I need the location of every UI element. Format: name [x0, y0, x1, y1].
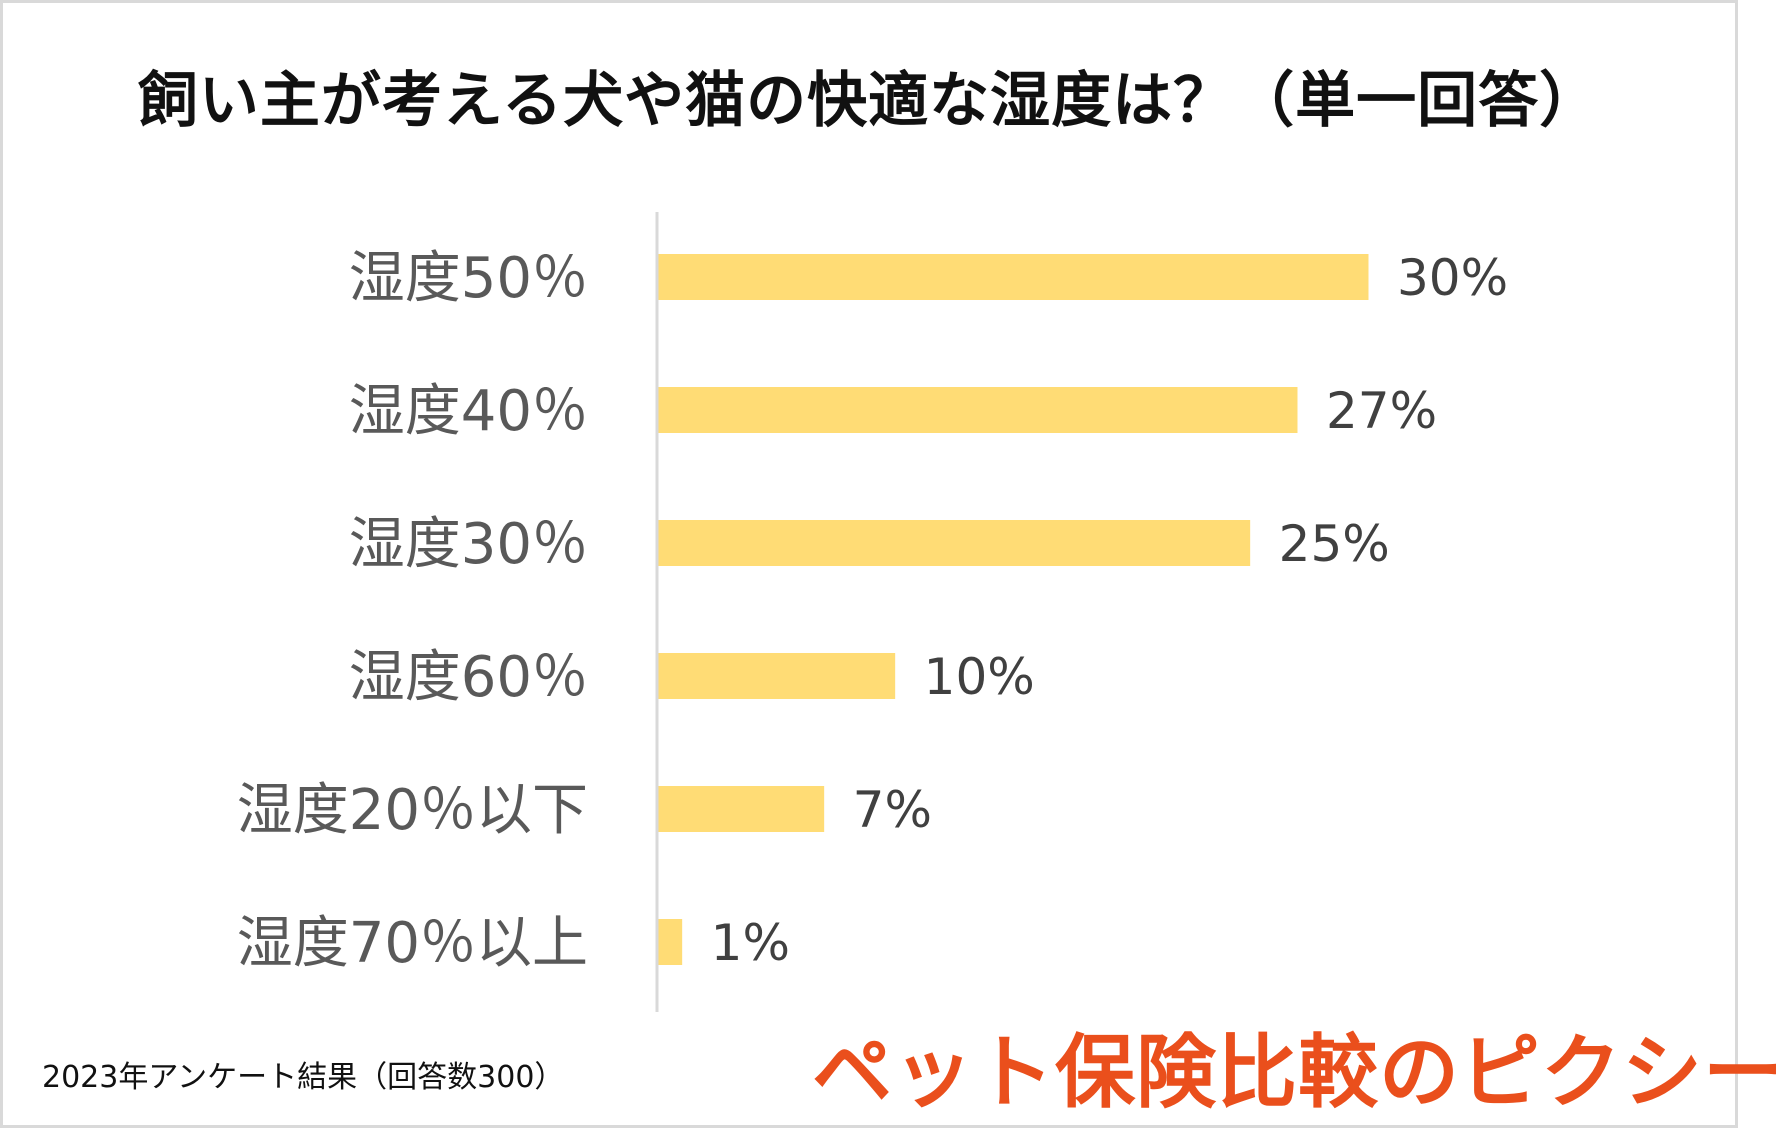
- brand-logo: ペット保険比較のピクシー: [812, 1026, 1784, 1119]
- value-label: 1%: [711, 914, 790, 972]
- bar: [658, 919, 683, 965]
- value-label: 10%: [924, 648, 1035, 706]
- chart-title: 飼い主が考える犬や猫の快適な湿度は？（単一回答）: [137, 66, 1601, 136]
- bar: [658, 520, 1251, 566]
- category-label: 湿度40％: [349, 379, 588, 444]
- bar: [658, 653, 896, 699]
- bar: [658, 786, 825, 832]
- value-label: 27%: [1326, 382, 1437, 440]
- value-label: 30%: [1397, 249, 1508, 307]
- footnote: 2023年アンケート結果（回答数300）: [42, 1060, 565, 1095]
- category-label: 湿度70％以上: [237, 911, 588, 976]
- category-label: 湿度60％: [349, 645, 588, 710]
- category-label: 湿度50％: [349, 246, 588, 311]
- category-label: 湿度20％以下: [237, 778, 588, 843]
- bar: [658, 254, 1369, 300]
- value-label: 25%: [1279, 515, 1390, 573]
- value-label: 7%: [853, 781, 932, 839]
- bar: [658, 387, 1298, 433]
- category-label: 湿度30％: [349, 512, 588, 577]
